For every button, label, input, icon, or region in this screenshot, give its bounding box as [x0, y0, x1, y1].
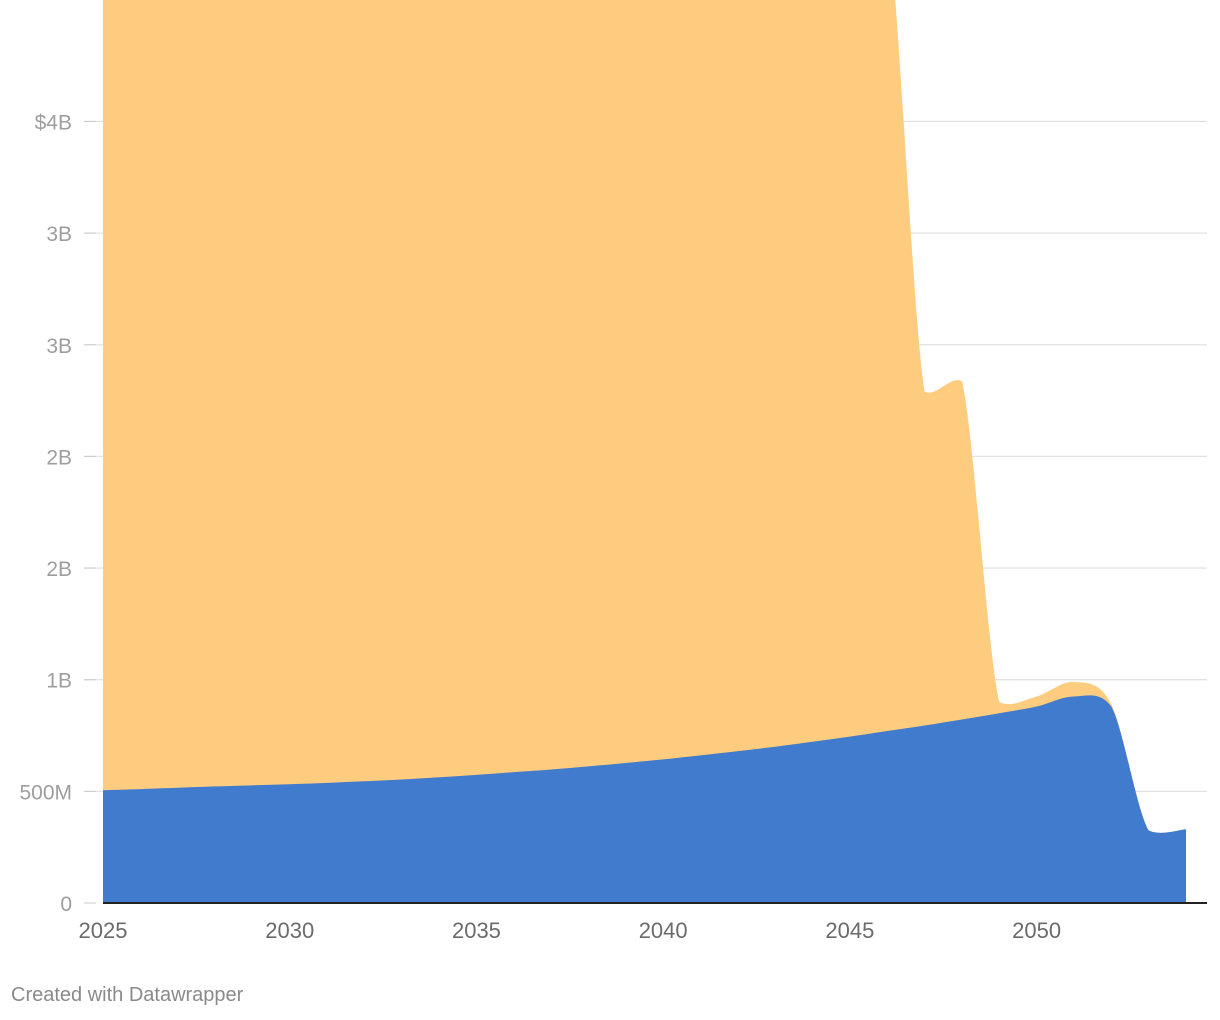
y-tick-label: 3B: [46, 223, 72, 246]
x-axis-ticks: 2025 2030 2035 2040 2045 2050: [79, 918, 1062, 943]
stacked-areas: [103, 0, 1186, 903]
x-tick-label: 2025: [79, 918, 128, 943]
y-tick-label: 1B: [46, 670, 72, 693]
series-2-area: [103, 0, 1186, 903]
y-tick-label: 2B: [46, 446, 72, 469]
x-tick-label: 2040: [639, 918, 688, 943]
y-tick-label: 500M: [19, 781, 72, 804]
y-tick-label: 2B: [46, 558, 72, 581]
datawrapper-credit: Created with Datawrapper: [11, 984, 244, 1006]
y-tick-label: 0: [60, 893, 72, 916]
x-tick-label: 2045: [825, 918, 874, 943]
x-tick-label: 2050: [1012, 918, 1061, 943]
series-1-area: [103, 695, 1186, 903]
y-axis-ticks: 0 500M 1B 2B 2B 3B 3B $4B: [19, 111, 72, 916]
x-tick-label: 2035: [452, 918, 501, 943]
y-tick-label: 3B: [46, 335, 72, 358]
x-tick-label: 2030: [265, 918, 314, 943]
y-tick-label: $4B: [35, 111, 72, 134]
